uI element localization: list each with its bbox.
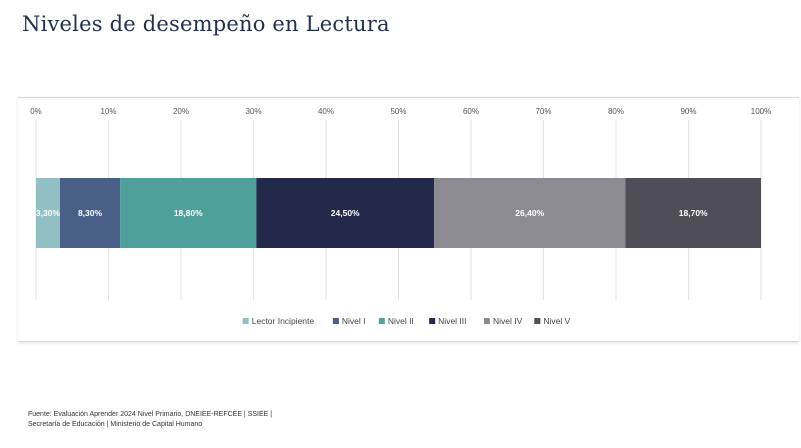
bar-segment [59,178,121,248]
bar-segment [120,178,257,248]
data-label: 26,40% [515,208,544,218]
legend-label: Lector Incipiente [252,316,315,326]
legend-label: Nivel III [438,316,466,326]
source-line-1: Fuente: Evaluación Aprender 2024 Nivel P… [28,411,273,418]
data-label: 3,30% [36,208,61,218]
page-title: Niveles de desempeño en Lectura [22,12,390,36]
x-tick-label: 20% [173,107,189,116]
bar-segment [625,178,761,248]
legend-swatch [242,318,249,324]
data-label: 18,80% [174,208,203,218]
data-label: 18,70% [679,208,708,218]
x-tick-label: 70% [535,107,551,116]
legend-label: Nivel IV [493,316,523,326]
x-tick-label: 30% [245,107,261,116]
legend-swatch [534,318,541,324]
x-tick-label: 90% [680,107,696,116]
bar-segment [256,178,435,248]
legend-swatch [429,318,436,324]
legend-label: Nivel I [342,316,366,326]
source-note: Fuente: Evaluación Aprender 2024 Nivel P… [28,410,272,430]
x-tick-label: 40% [318,107,334,116]
bar-segment [36,178,60,248]
bar-segment [434,178,626,248]
x-tick-label: 0% [30,107,42,116]
legend-swatch [378,318,385,324]
data-label: 8,30% [78,208,103,218]
source-line-2: Secretaría de Educación | Ministerio de … [28,421,203,428]
legend-swatch [332,318,339,324]
x-tick-label: 80% [608,107,624,116]
stacked-bar-chart: 0% 10% 20% 30% 40% 50% 60% 70% 80% 90% 100% 3,30% 8,… [30,107,771,326]
chart-card: 0% 10% 20% 30% 40% 50% 60% 70% 80% 90% 100% 3,30% 8,… [18,97,799,342]
x-tick-label: 50% [390,107,406,116]
legend-swatch [483,318,490,324]
legend-label: Nivel II [388,316,414,326]
x-tick-label: 100% [751,107,771,116]
legend-label: Nivel V [543,316,570,326]
x-tick-label: 60% [463,107,479,116]
x-tick-label: 10% [100,107,116,116]
data-label: 24,50% [331,208,360,218]
